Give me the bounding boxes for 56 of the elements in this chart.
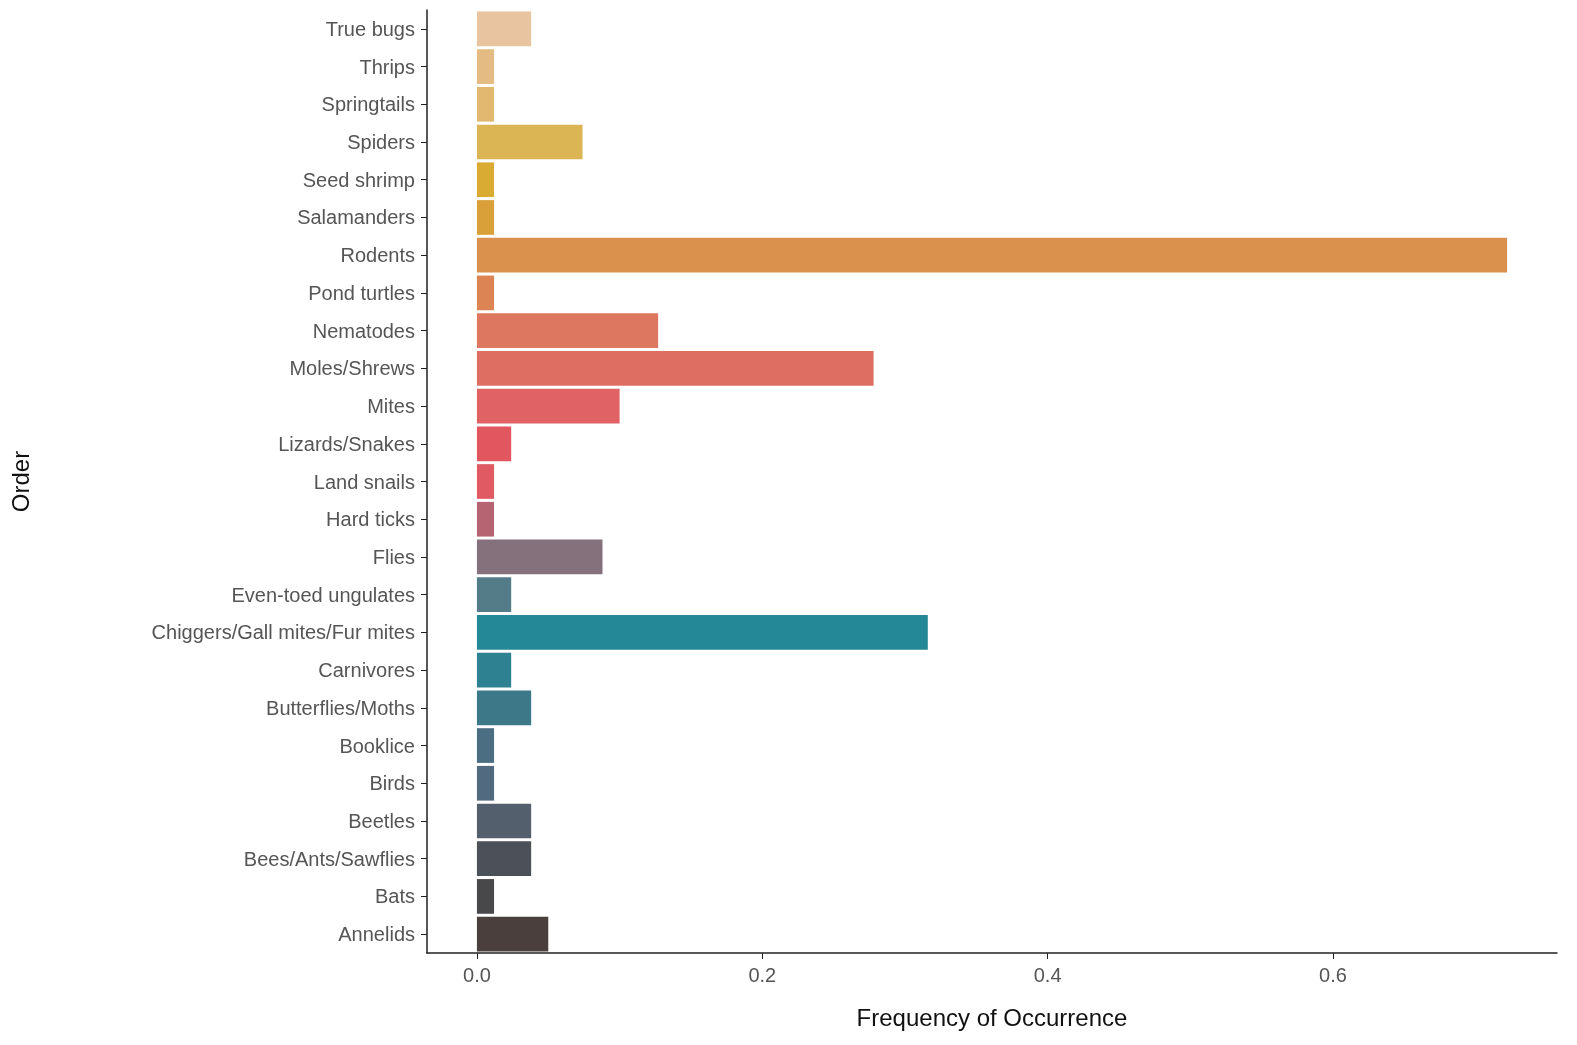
bar: [476, 539, 603, 575]
bar: [476, 879, 495, 914]
bar: [476, 124, 583, 160]
bar: [476, 388, 620, 424]
bar: [476, 803, 532, 839]
bar: [476, 237, 1508, 273]
bar: [476, 11, 532, 47]
x-axis-title: Frequency of Occurrence: [856, 1003, 1128, 1031]
bar: [476, 464, 495, 499]
y-tick-label: Seed shrimp: [302, 168, 415, 191]
y-tick-label: True bugs: [325, 17, 415, 40]
bar: [476, 313, 659, 348]
y-tick-label: Thrips: [359, 55, 415, 78]
x-tick-label: 0.4: [1033, 964, 1062, 986]
y-tick-label: Nematodes: [312, 319, 415, 342]
y-tick-label: Chiggers/Gall mites/Fur mites: [151, 621, 415, 644]
bar: [476, 577, 512, 613]
y-tick-label: Salamanders: [297, 206, 415, 229]
y-tick-label: Birds: [369, 772, 415, 795]
bar: [476, 690, 532, 726]
y-tick-label: Spiders: [347, 131, 415, 154]
bar: [476, 728, 495, 763]
bar: [476, 275, 495, 311]
y-tick-label: Booklice: [339, 734, 415, 757]
y-tick-label: Bats: [374, 885, 415, 908]
bar: [476, 916, 549, 952]
y-tick-label: Butterflies/Moths: [266, 696, 415, 719]
y-tick-label: Rodents: [340, 244, 415, 267]
bar: [476, 501, 495, 537]
x-tick-label: 0.2: [748, 964, 777, 986]
y-tick-label: Annelids: [338, 923, 415, 946]
y-tick-label: Land snails: [313, 470, 415, 493]
y-axis-title: Order: [6, 450, 34, 513]
y-tick-label: Even-toed ungulates: [231, 583, 415, 606]
bar: [476, 615, 928, 650]
y-tick-label: Bees/Ants/Sawflies: [243, 847, 415, 870]
bar: [476, 162, 495, 198]
y-tick-label: Flies: [372, 545, 415, 568]
y-tick-label: Carnivores: [318, 659, 415, 682]
y-tick-label: Moles/Shrews: [289, 357, 415, 380]
x-tick-label: 0.6: [1319, 964, 1347, 986]
bar: [476, 86, 495, 122]
x-tick-label: 0.0: [463, 964, 491, 986]
y-tick-label: Springtails: [321, 93, 415, 116]
bar: [476, 350, 874, 386]
bar: [476, 841, 532, 877]
y-tick-label: Hard ticks: [326, 508, 415, 531]
y-tick-label: Beetles: [348, 809, 415, 832]
bar: [476, 652, 512, 688]
y-tick-label: Lizards/Snakes: [278, 432, 415, 455]
bar: [476, 426, 512, 462]
y-tick-label: Pond turtles: [308, 281, 415, 304]
bar: [476, 765, 495, 801]
y-tick-label: Mites: [367, 395, 415, 418]
bar: [476, 49, 495, 84]
bar: [476, 200, 495, 235]
